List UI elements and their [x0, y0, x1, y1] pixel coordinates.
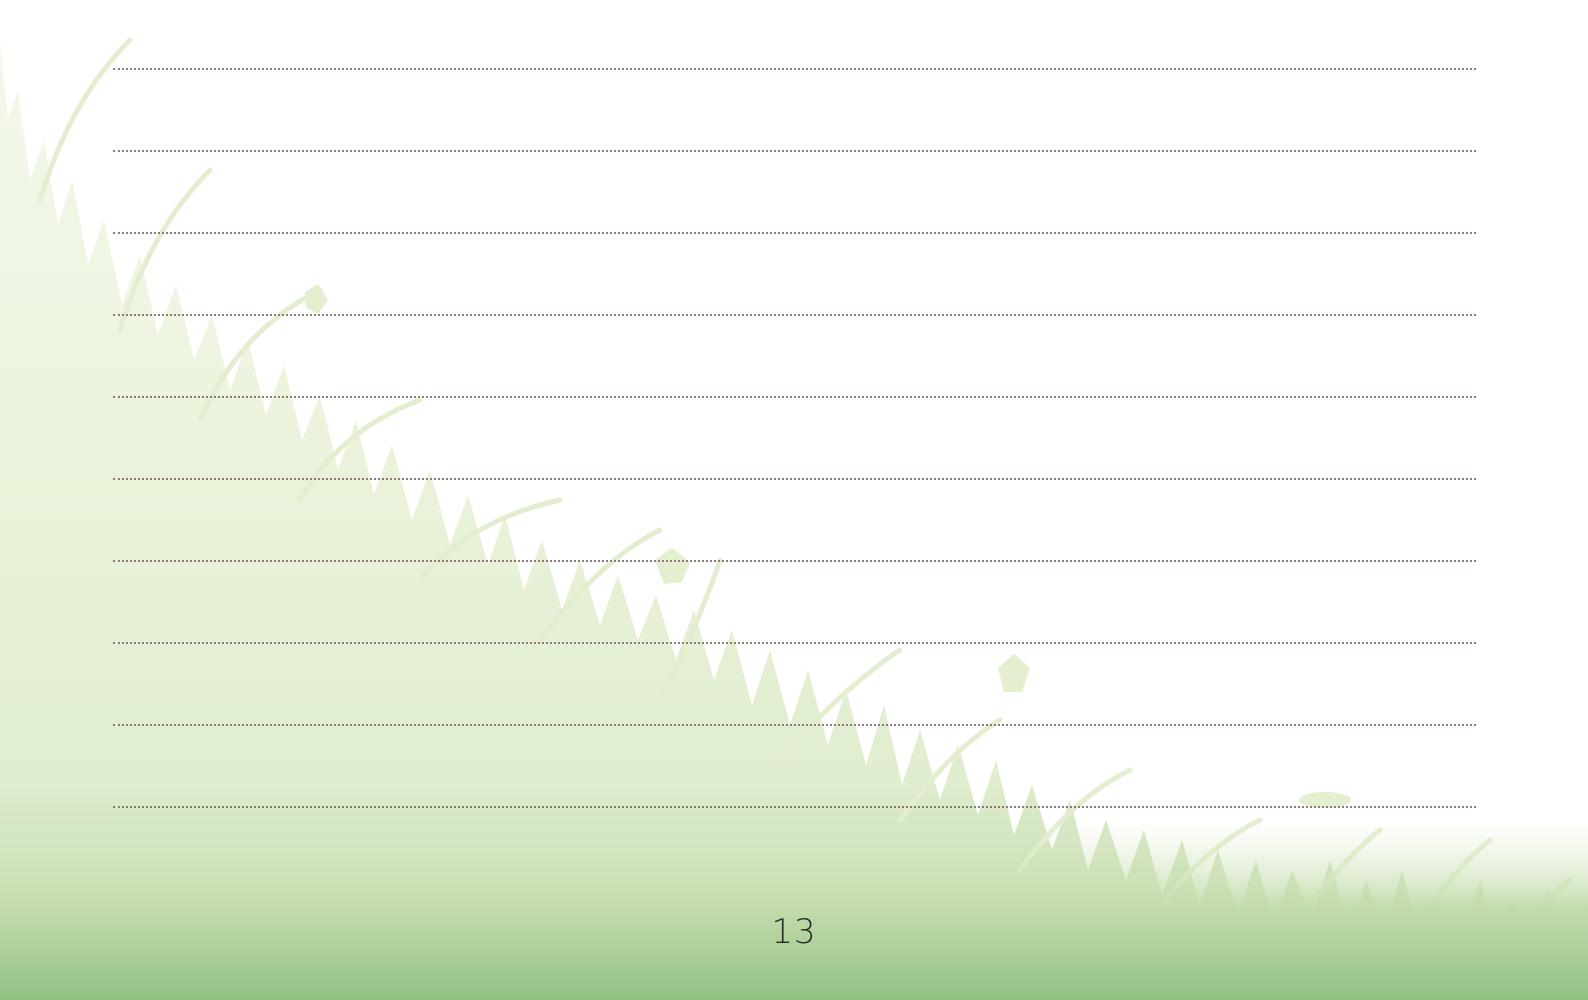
ruled-line	[113, 68, 1476, 70]
ruled-line	[113, 724, 1476, 726]
ruled-line	[113, 232, 1476, 234]
ruled-line	[113, 560, 1476, 562]
ruled-line	[113, 642, 1476, 644]
ruled-line	[113, 314, 1476, 316]
ruled-line	[113, 806, 1476, 808]
ruled-line	[113, 150, 1476, 152]
page-number: 13	[771, 912, 817, 952]
bottom-band	[0, 820, 1588, 1000]
ruled-line	[113, 478, 1476, 480]
ruled-line	[113, 396, 1476, 398]
flower-silhouettes	[305, 284, 1351, 808]
